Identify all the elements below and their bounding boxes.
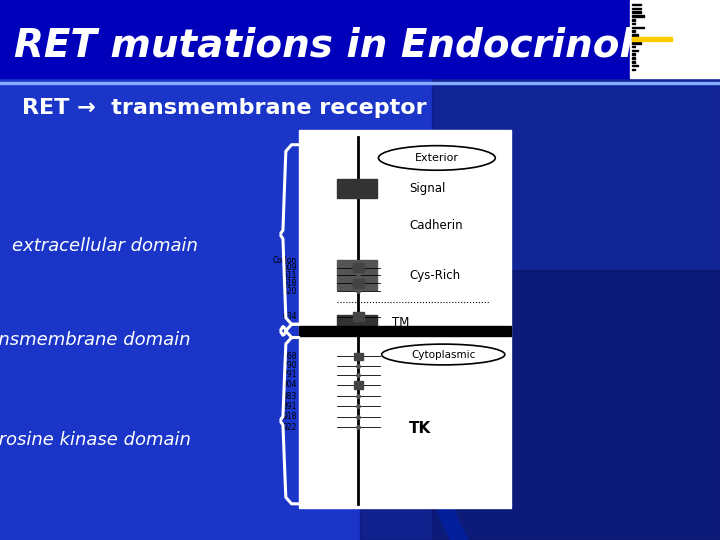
- Bar: [354, 353, 363, 360]
- Text: tyrosine kinase domain: tyrosine kinase domain: [0, 431, 191, 449]
- Text: TK: TK: [409, 421, 431, 436]
- Bar: [632, 61, 641, 63]
- Bar: [632, 34, 638, 36]
- Text: 611: 611: [282, 271, 297, 280]
- Ellipse shape: [382, 344, 505, 365]
- Bar: [632, 50, 644, 51]
- Text: Cadherin: Cadherin: [409, 219, 463, 233]
- Bar: [299, 130, 511, 508]
- Bar: [337, 315, 377, 330]
- Text: 922: 922: [282, 423, 297, 431]
- Bar: [353, 312, 364, 321]
- Bar: [632, 42, 638, 44]
- Text: 790: 790: [282, 361, 297, 370]
- Bar: [632, 65, 641, 66]
- Text: 618: 618: [282, 279, 297, 288]
- Text: Cys-Rich: Cys-Rich: [409, 268, 460, 282]
- Text: RET mutations in Endocrinology: RET mutations in Endocrinology: [14, 27, 714, 65]
- Bar: [337, 260, 377, 291]
- Bar: [632, 15, 638, 17]
- Bar: [632, 57, 641, 59]
- Bar: [632, 11, 638, 13]
- Ellipse shape: [379, 146, 495, 170]
- Bar: [632, 26, 641, 28]
- Bar: [432, 0, 720, 540]
- Bar: [360, 270, 720, 540]
- Bar: [632, 8, 641, 9]
- Bar: [0, 0, 720, 162]
- Text: 891: 891: [282, 402, 297, 411]
- Bar: [630, 0, 720, 78]
- Bar: [632, 19, 641, 21]
- Bar: [353, 279, 364, 288]
- Text: 804: 804: [282, 380, 297, 389]
- Text: TM: TM: [392, 316, 410, 329]
- Bar: [299, 326, 511, 335]
- Bar: [632, 69, 641, 70]
- Text: 634: 634: [282, 312, 297, 321]
- Bar: [632, 38, 635, 40]
- Bar: [353, 263, 364, 272]
- Bar: [632, 53, 641, 55]
- Text: RET →  transmembrane receptor: RET → transmembrane receptor: [22, 98, 426, 118]
- Bar: [632, 37, 672, 40]
- Text: transmembrane domain: transmembrane domain: [0, 331, 191, 349]
- Bar: [632, 4, 635, 5]
- Text: 768: 768: [282, 352, 297, 361]
- Bar: [0, 0, 630, 78]
- Text: 883: 883: [282, 392, 297, 401]
- Text: Cytoplasmic: Cytoplasmic: [411, 349, 475, 360]
- Text: 620: 620: [282, 287, 297, 296]
- Bar: [354, 381, 363, 389]
- Text: extracellular domain: extracellular domain: [12, 237, 198, 255]
- Bar: [632, 30, 635, 32]
- Bar: [337, 179, 377, 198]
- Text: 791: 791: [282, 370, 297, 379]
- Text: Signal: Signal: [409, 181, 446, 195]
- Text: 609: 609: [282, 263, 297, 272]
- Bar: [632, 23, 644, 24]
- Text: 918: 918: [282, 413, 297, 421]
- Bar: [0, 82, 720, 84]
- Text: Exterior: Exterior: [415, 153, 459, 163]
- Text: Codon: Codon: [272, 255, 297, 265]
- Bar: [632, 46, 638, 48]
